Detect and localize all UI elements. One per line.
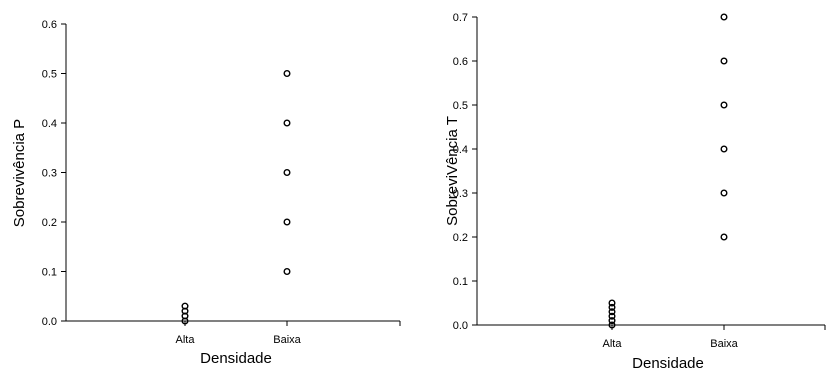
data-point bbox=[608, 312, 616, 320]
data-point bbox=[720, 189, 728, 197]
data-point bbox=[283, 268, 291, 276]
y-tick-label: 0.5 bbox=[42, 69, 57, 81]
x-tick-label-alta: Alta bbox=[176, 334, 196, 346]
y-tick-label: 0.4 bbox=[453, 144, 468, 156]
y-tick-label: 0.2 bbox=[453, 232, 468, 244]
data-point bbox=[720, 57, 728, 65]
y-tick-label: 0.1 bbox=[42, 267, 57, 279]
y-tick-label: 0.5 bbox=[453, 100, 468, 112]
data-point bbox=[720, 145, 728, 153]
y-tick-label: 0.4 bbox=[42, 118, 57, 130]
y-tick-label: 0.3 bbox=[453, 188, 468, 200]
y-tick-label: 0.0 bbox=[453, 320, 468, 332]
chart-panel-2: 0.0 0.1 0.2 0.3 0.4 0.5 0.6 0.7 Alta Baixa Densida… bbox=[444, 12, 826, 372]
x-tick-label-baixa: Baixa bbox=[273, 334, 301, 346]
x-axis-title: Densidade bbox=[200, 350, 272, 367]
data-point bbox=[608, 321, 616, 329]
data-point bbox=[608, 303, 616, 311]
data-point bbox=[283, 218, 291, 226]
y-axis-title: SobreviVência T bbox=[444, 116, 461, 226]
data-point bbox=[181, 302, 189, 310]
x-tick-label-alta: Alta bbox=[603, 338, 623, 350]
x-tick-label-baixa: Baixa bbox=[710, 338, 738, 350]
y-tick-label: 0.6 bbox=[42, 19, 57, 31]
y-tick-label: 0.1 bbox=[453, 276, 468, 288]
y-tick-label: 0.6 bbox=[453, 56, 468, 68]
y-tick-label: 0.0 bbox=[42, 316, 57, 328]
data-point bbox=[608, 299, 616, 307]
y-axis-title: Sobrevivência P bbox=[11, 119, 28, 227]
data-point bbox=[283, 119, 291, 127]
y-tick-label: 0.2 bbox=[42, 217, 57, 229]
y-tick-label: 0.7 bbox=[453, 12, 468, 24]
data-point bbox=[608, 317, 616, 325]
data-point bbox=[608, 308, 616, 316]
data-point bbox=[283, 69, 291, 77]
y-tick-label: 0.3 bbox=[42, 168, 57, 180]
data-point bbox=[720, 233, 728, 241]
data-point bbox=[720, 13, 728, 21]
x-axis-title: Densidade bbox=[632, 355, 704, 372]
data-point bbox=[283, 168, 291, 176]
data-point bbox=[720, 101, 728, 109]
